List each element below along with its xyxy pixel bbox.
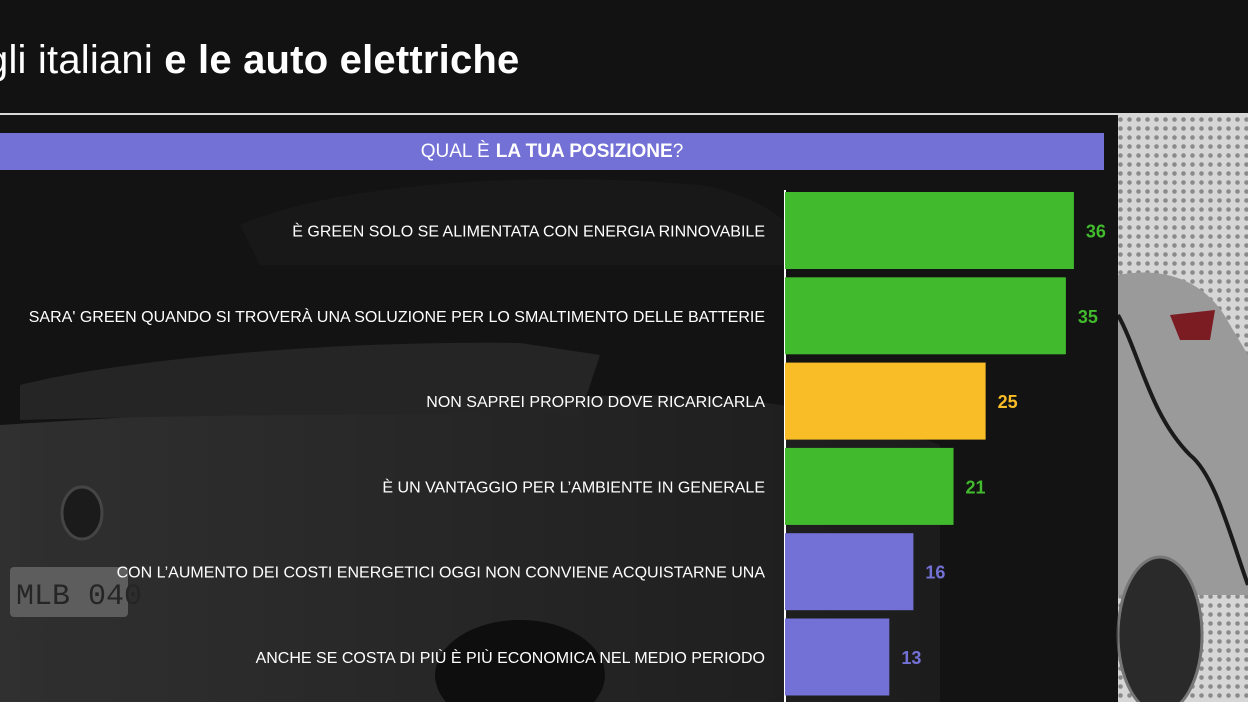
category-label-6: ANCHE SE COSTA DI PIÙ È PIÙ ECONOMICA NE… [256,648,765,667]
value-label-4: 21 [966,477,986,497]
bar-4 [785,447,954,525]
question-banner: QUAL È LA TUA POSIZIONE? [0,133,1104,170]
page-title: gli italiani e le auto elettriche [0,38,520,83]
title-light: gli italiani [0,38,153,82]
category-label-2: SARA' GREEN QUANDO SI TROVERÀ UNA SOLUZI… [29,307,765,326]
value-label-3: 25 [998,392,1018,412]
category-label-5: CON L’AUMENTO DEI COSTI ENERGETICI OGGI … [117,565,766,582]
value-label-5: 16 [925,563,945,583]
question-prefix: QUAL È [420,140,490,162]
bar-6 [785,618,890,696]
bar-1 [785,192,1074,269]
bar-5 [785,533,914,611]
category-label-4: È UN VANTAGGIO PER L’AMBIENTE IN GENERAL… [382,477,765,496]
title-divider [0,113,1248,115]
question-emphasis: LA TUA POSIZIONE [495,140,673,162]
value-label-1: 36 [1086,222,1106,242]
svg-text:MLB 040: MLB 040 [16,580,142,614]
value-label-6: 13 [901,648,921,668]
bar-3 [785,362,986,440]
title-bar: gli italiani e le auto elettriche [0,0,1248,113]
title-bold: e le auto elettriche [164,38,520,82]
question-suffix: ? [672,140,684,162]
category-label-3: NON SAPREI PROPRIO DOVE RICARICARLA [426,394,765,411]
bar-2 [785,277,1066,355]
bars-group: È GREEN SOLO SE ALIMENTATA CON ENERGIA R… [29,192,1106,696]
value-label-2: 35 [1078,307,1098,327]
category-label-1: È GREEN SOLO SE ALIMENTATA CON ENERGIA R… [292,222,765,241]
